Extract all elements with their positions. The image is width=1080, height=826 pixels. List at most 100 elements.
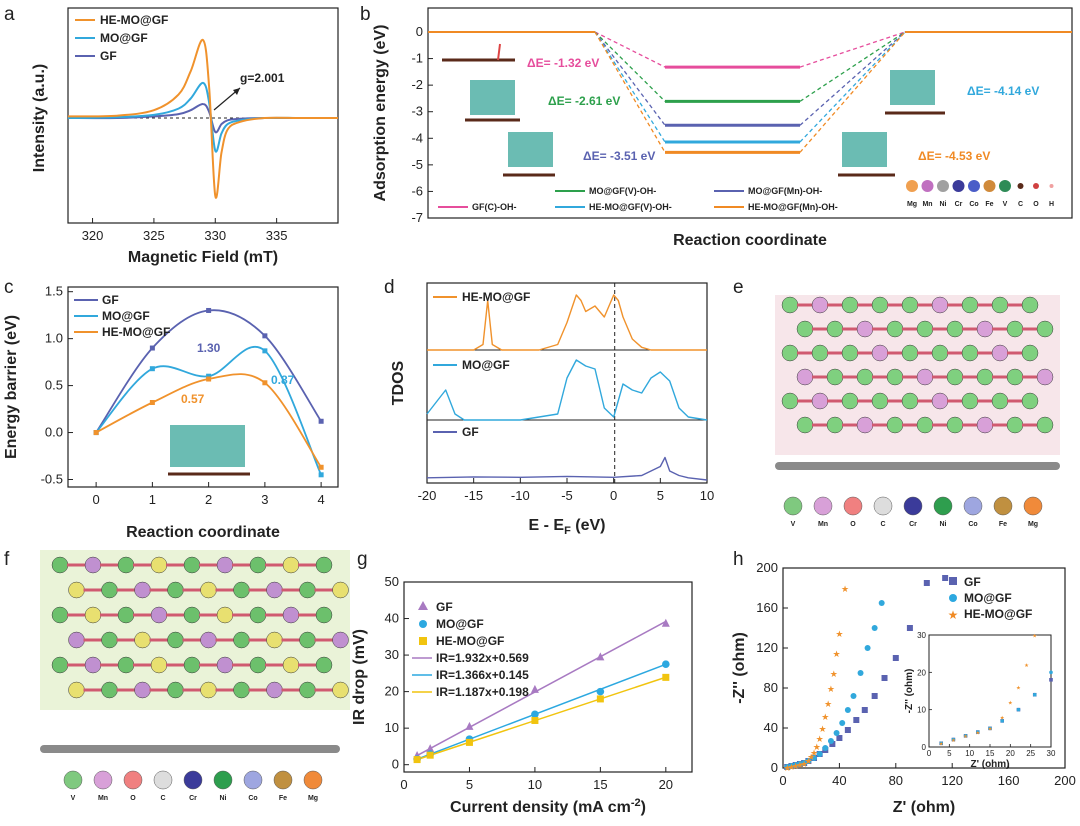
element-dot-cr (952, 180, 965, 192)
panel-g-ir-drop: 0 5 10 15 20 0 10 20 30 40 50 GF MO@GF HE-MO@GF IR… (351, 574, 693, 816)
atom-sphere (901, 344, 919, 362)
atom-sphere (871, 344, 889, 362)
inset-point-gf (1049, 678, 1053, 682)
panel-h-ytick-label: 0 (771, 760, 778, 775)
delta-e-gf-label: ΔE= -1.32 eV (527, 56, 599, 70)
inset-ytick-label: 30 (917, 631, 926, 640)
panel-c-xtick-label: 3 (261, 492, 268, 507)
legend-d-he-mo-gf: HE-MO@GF (462, 290, 530, 304)
panel-label-c: c (4, 277, 14, 298)
ir-point-mo-gf (531, 710, 539, 719)
atom-sphere (841, 296, 859, 314)
atom-sphere (249, 556, 267, 574)
nyquist-point-gf (881, 675, 888, 681)
atom-sphere (233, 581, 250, 599)
nyquist-point-he-mo-gf: ★ (835, 629, 843, 639)
atom-sphere (150, 556, 168, 574)
legend-atom-co (963, 496, 983, 516)
inset-xtick-label: 10 (965, 749, 974, 758)
ir-point-gf (596, 652, 605, 661)
panel-c-ytick-label: -0.5 (41, 471, 63, 486)
ir-point-gf (426, 744, 435, 753)
legend-atom-fe (993, 496, 1013, 516)
element-dot-c (1017, 183, 1024, 189)
element-dot-mg (906, 180, 918, 192)
ir-point-he-mo-gf (531, 716, 539, 724)
legend-he-mo-gf: HE-MO@GF (100, 13, 168, 27)
panel-h-frame (782, 567, 1066, 769)
legend-atom-label-mn: Mn (818, 521, 828, 528)
legend-c-gf: GF (102, 293, 119, 307)
inset-point-mo-gf (963, 734, 968, 738)
atom-sphere (134, 581, 151, 599)
atom-sphere (216, 606, 234, 624)
panel-c-ytick-label: 1.0 (45, 331, 63, 346)
atom-sphere (117, 556, 135, 574)
inset-xtick-label: 5 (947, 749, 952, 758)
panel-d-xtick-label: -10 (511, 488, 530, 503)
atom-sphere (101, 581, 118, 599)
nyquist-point-gf (906, 625, 913, 631)
panel-b-ylabel: Adsorption energy (eV) (372, 25, 389, 202)
barrier-he-mo-gf-label: 0.57 (181, 392, 205, 406)
nyquist-point-mo-gf (871, 625, 878, 631)
legend-h-he-mo-gf: HE-MO@GF (964, 607, 1032, 621)
legend-d-mo-gf: MO@GF (462, 358, 510, 372)
legend-atom-mn (813, 496, 833, 516)
legend-he-v: HE-MO@GF(V)-OH- (589, 202, 672, 212)
nyquist-point-he-mo-gf: ★ (804, 756, 812, 766)
element-dot-o (1033, 183, 1039, 189)
atom-sphere (167, 581, 184, 599)
nyquist-point-he-mo-gf: ★ (783, 763, 791, 773)
inset-point-mo-gf (1016, 707, 1021, 712)
atom-sphere (826, 368, 844, 386)
panel-g-ylabel: IR drop (mV) (351, 629, 368, 725)
panel-h-ytick-label: 80 (764, 680, 778, 695)
epr-line-he-mo-gf (67, 38, 338, 199)
element-label-cr: Cr (955, 201, 963, 208)
atom-sphere (826, 320, 844, 338)
barrier-point-gf (206, 307, 212, 313)
panel-f-charge-density: V Mn O C Cr Ni Co Fe Mg (40, 550, 350, 802)
legend-gf-c: GF(C)-OH- (472, 202, 517, 212)
ir-point-he-mo-gf (426, 751, 434, 759)
legend-atom-o (123, 770, 143, 790)
element-dot-ni (937, 180, 949, 192)
atom-sphere (886, 320, 904, 338)
legend-marker-h-gf (949, 577, 957, 585)
nyquist-point-mo-gf (833, 730, 840, 736)
panel-g-ytick-label: 30 (385, 647, 399, 662)
element-label-fe: Fe (985, 201, 993, 208)
atom-sphere (841, 392, 859, 410)
atom-sphere (266, 681, 283, 699)
panel-g-ytick-label: 40 (385, 611, 399, 626)
panel-a-xlabel: Magnetic Field (mT) (128, 249, 278, 266)
barrier-point-gf (149, 345, 155, 351)
panel-h-xtick-label: 80 (889, 773, 903, 788)
legend-atom-fe (273, 770, 293, 790)
legend-mo-mn: MO@GF(Mn)-OH- (748, 186, 822, 196)
atom-sphere (68, 681, 85, 699)
legend-atom-label-c: C (160, 795, 165, 802)
legend-atom-label-o: O (850, 521, 856, 528)
panel-label-g: g (357, 549, 368, 570)
nyquist-point-he-mo-gf: ★ (787, 762, 795, 772)
ir-point-he-mo-gf (596, 695, 604, 703)
nyquist-point-gf (871, 693, 878, 699)
barrier-gf-label: 1.30 (197, 341, 221, 355)
atom-sphere (901, 392, 919, 410)
level-connector-right-gf-c-oh (799, 31, 906, 68)
inset-point-he-mo-gf: ★ (951, 738, 956, 744)
panel-c-ytick-label: 0.5 (45, 378, 63, 393)
nyquist-point-gf (861, 707, 868, 713)
legend-marker-g-he-mo-gf (419, 637, 427, 645)
atom-sphere (332, 581, 349, 599)
panel-c-frame (67, 286, 339, 488)
atom-sphere (961, 296, 979, 314)
legend-atom-cr (183, 770, 203, 790)
inset-xlabel: Z' (ohm) (970, 759, 1009, 770)
atom-sphere (811, 392, 829, 410)
inset-xtick-label: 15 (986, 749, 995, 758)
atom-sphere (299, 631, 316, 649)
